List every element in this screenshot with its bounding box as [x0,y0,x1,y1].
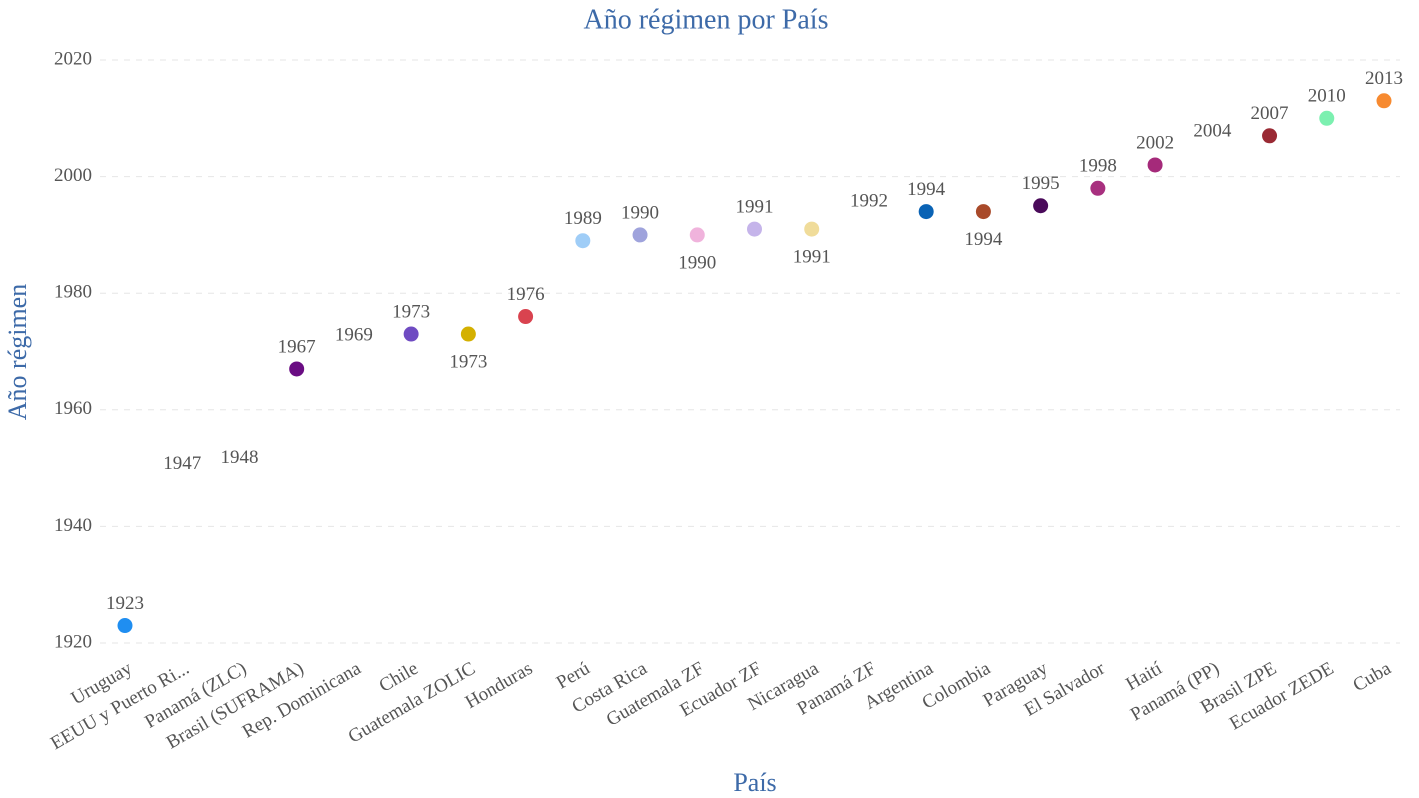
point [632,227,648,243]
data-label: 2004 [1193,121,1232,142]
point [689,227,705,243]
data-label: 2007 [1251,103,1289,124]
point [403,326,419,342]
point [346,349,362,365]
point [1376,93,1392,109]
point [575,233,591,249]
point [518,309,534,325]
data-label: 2002 [1136,132,1174,153]
data-label: 1967 [278,336,316,357]
data-label: 1989 [564,208,602,229]
data-label: 1973 [449,351,487,372]
point [1033,198,1049,214]
data-label: 1994 [964,229,1003,250]
point [861,215,877,231]
x-tick-label: Cuba [1349,658,1395,697]
point [231,472,247,488]
y-tick-label: 1980 [54,282,92,303]
data-label: 1990 [621,202,659,223]
point [747,221,762,237]
data-label: 1976 [507,284,545,305]
point [918,204,934,220]
data-label: 1995 [1022,173,1060,194]
data-label: 1991 [736,196,774,217]
y-tick-label: 1960 [54,398,92,419]
point [289,361,305,377]
point [975,204,991,220]
point [174,478,190,494]
data-label: 1991 [793,246,831,267]
data-label: 1947 [163,453,201,474]
data-label: 1992 [850,191,888,212]
point [117,618,133,634]
chart-title: Año régimen por País [584,4,829,35]
y-axis-title: Año régimen [3,284,32,420]
data-label: 1969 [335,325,373,346]
data-label: 1994 [907,179,946,200]
point [1147,157,1163,173]
y-tick-label: 1920 [54,631,92,652]
point [1204,145,1220,161]
data-label: 1998 [1079,156,1117,177]
data-label: 2010 [1308,86,1346,107]
y-tick-label: 2000 [54,165,92,186]
data-label: 1973 [392,301,430,322]
data-label: 1923 [106,593,144,614]
point [1262,128,1278,144]
point [804,221,820,237]
data-label: 1948 [220,447,258,468]
x-axis-title: País [733,768,776,797]
y-tick-label: 2020 [54,48,92,69]
point [1319,110,1335,126]
y-tick-label: 1940 [54,515,92,536]
data-label: 2013 [1365,68,1403,89]
point [1090,180,1106,196]
data-label: 1990 [678,252,716,273]
point [460,326,476,342]
